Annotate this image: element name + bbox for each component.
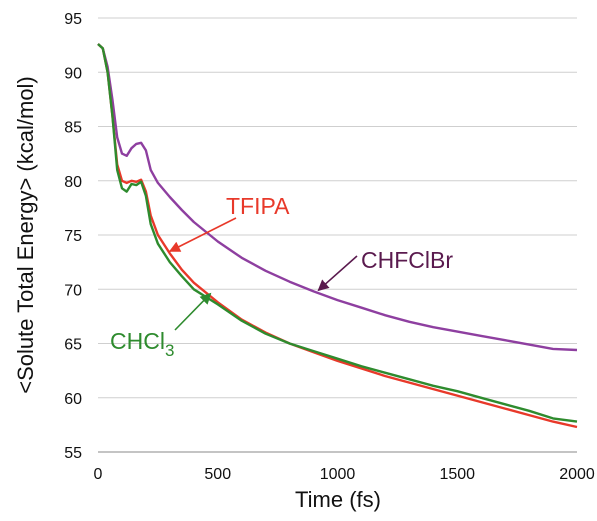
chcl3-label-main: CHCl xyxy=(110,328,165,354)
y-tick-label: 65 xyxy=(64,337,82,354)
y-tick-label: 75 xyxy=(64,228,82,245)
gridlines xyxy=(98,17,577,399)
y-tick-label: 95 xyxy=(64,11,82,28)
chcl3-arrow xyxy=(174,292,212,331)
y-tick-label: 70 xyxy=(64,282,82,299)
tfipa-arrow xyxy=(168,217,237,252)
tfipa-label: TFIPA xyxy=(226,193,290,219)
y-tick-labels: 55 60 65 70 75 80 85 90 95 xyxy=(64,11,82,462)
y-tick-label: 55 xyxy=(64,445,82,462)
x-tick-label: 2000 xyxy=(559,466,595,483)
y-tick-label: 85 xyxy=(64,120,82,137)
series-line-tfipa xyxy=(97,43,578,429)
chfclbr-arrow xyxy=(317,255,358,292)
x-tick-label: 1500 xyxy=(439,466,475,483)
x-axis-title: Time (fs) xyxy=(295,487,381,512)
chfclbr-label: CHFClBr xyxy=(361,247,453,273)
series-line-chcl3 xyxy=(97,43,578,423)
x-tick-label: 500 xyxy=(204,466,231,483)
chcl3-label-subscript: 3 xyxy=(165,341,174,360)
x-tick-label: 0 xyxy=(94,466,103,483)
y-tick-label: 80 xyxy=(64,174,82,191)
annotations: TFIPA CHFClBr CHCl3 xyxy=(110,193,453,360)
series-line-chfclbr xyxy=(97,43,578,352)
y-tick-label: 60 xyxy=(64,391,82,408)
y-tick-label: 90 xyxy=(64,65,82,82)
x-tick-labels: 0 500 1000 1500 2000 xyxy=(94,466,595,483)
y-axis-title: <Solute Total Energy> (kcal/mol) xyxy=(13,76,38,394)
chcl3-label: CHCl3 xyxy=(110,328,174,360)
x-tick-label: 1000 xyxy=(320,466,356,483)
